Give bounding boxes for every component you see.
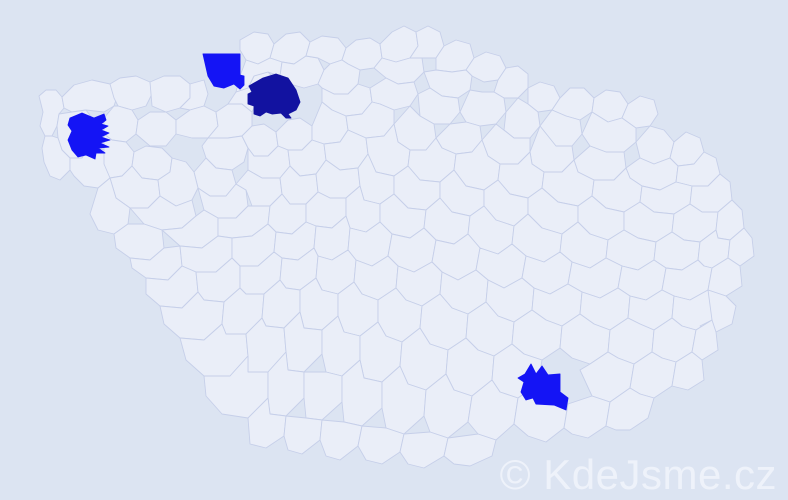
district[interactable] — [136, 112, 176, 146]
highlighted-district-north-bright[interactable] — [203, 54, 244, 89]
district[interactable] — [202, 136, 248, 170]
district-layer — [39, 26, 754, 468]
district[interactable] — [672, 352, 704, 390]
district[interactable] — [400, 432, 448, 468]
district[interactable] — [564, 396, 610, 438]
district[interactable] — [104, 106, 138, 142]
district[interactable] — [606, 388, 654, 430]
district[interactable] — [62, 80, 118, 112]
highlighted-district-north-strong[interactable] — [248, 74, 300, 118]
district[interactable] — [284, 416, 322, 454]
highlight-layer — [68, 54, 568, 410]
highlighted-district-southeast-bright[interactable] — [518, 364, 568, 410]
district[interactable] — [460, 90, 506, 126]
district[interactable] — [444, 434, 496, 466]
district[interactable] — [358, 426, 404, 464]
district[interactable] — [374, 58, 424, 84]
district[interactable] — [320, 420, 362, 460]
district[interactable] — [304, 372, 342, 420]
highlighted-district-northwest-bright[interactable] — [68, 113, 110, 159]
district[interactable] — [110, 76, 152, 110]
watermark-kdejsme: © KdeJsme.cz — [499, 451, 777, 498]
